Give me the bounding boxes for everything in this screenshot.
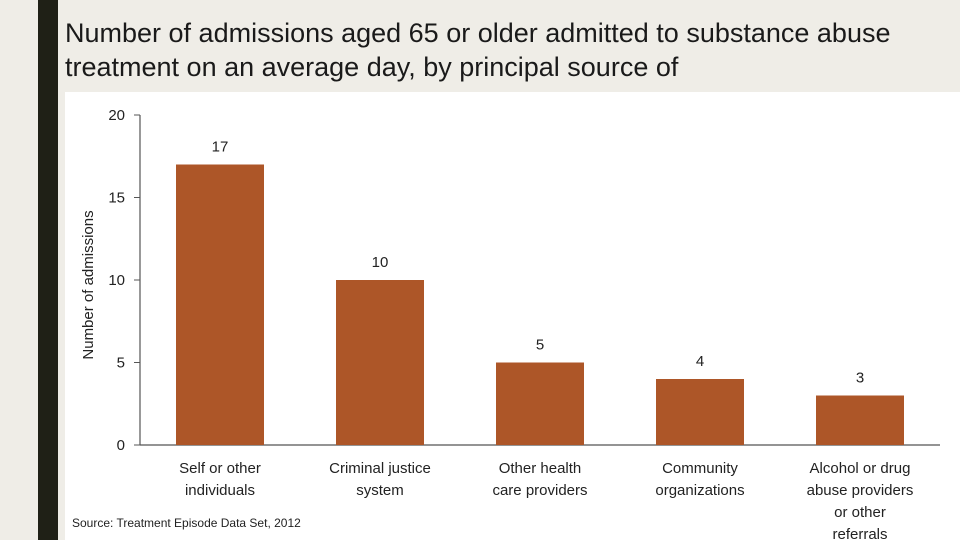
bar xyxy=(816,395,904,445)
slide-title: Number of admissions aged 65 or older ad… xyxy=(65,18,891,82)
y-tick-label: 20 xyxy=(108,107,125,124)
bar xyxy=(656,379,744,445)
y-tick-label: 5 xyxy=(117,355,125,372)
bar xyxy=(176,164,264,445)
x-tick-label: Alcohol or drug abuse providers or other re… xyxy=(807,460,914,540)
data-label: 3 xyxy=(856,370,864,387)
x-tick-label: Other health care providers xyxy=(492,460,587,499)
x-tick-label: Criminal justice system xyxy=(329,460,431,499)
y-tick-label: 0 xyxy=(117,437,125,454)
side-bar xyxy=(38,0,58,540)
y-axis-label: Number of admissions xyxy=(80,210,97,359)
x-tick-label: Community organizations xyxy=(655,460,744,499)
bar xyxy=(336,280,424,445)
data-label: 4 xyxy=(696,353,704,370)
x-tick-label: Self or other individuals xyxy=(179,460,261,499)
y-tick-label: 10 xyxy=(108,272,125,289)
data-label: 10 xyxy=(372,254,389,271)
source-note: Source: Treatment Episode Data Set, 2012 xyxy=(72,516,301,530)
y-tick-label: 15 xyxy=(108,190,125,207)
bar xyxy=(496,362,584,445)
data-label: 17 xyxy=(212,139,229,156)
data-label: 5 xyxy=(536,337,544,354)
